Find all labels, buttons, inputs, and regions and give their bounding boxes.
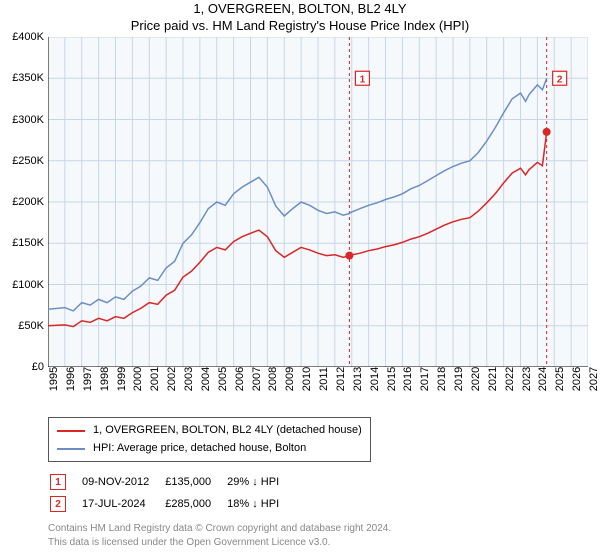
legend-label-property: 1, OVERGREEN, BOLTON, BL2 4LY (detached … [93, 422, 362, 440]
y-tick-label: £300K [12, 114, 44, 126]
y-tick-label: £400K [12, 31, 44, 43]
y-tick-label: £0 [32, 361, 44, 373]
transaction-marker: 2 [50, 496, 66, 512]
legend-row-property: 1, OVERGREEN, BOLTON, BL2 4LY (detached … [57, 422, 362, 440]
svg-text:2: 2 [557, 74, 563, 85]
attribution: Contains HM Land Registry data © Crown c… [48, 522, 600, 550]
transaction-date: 17-JUL-2024 [82, 494, 163, 514]
x-tick-label: 2011 [318, 367, 330, 391]
x-tick-label: 1998 [99, 367, 111, 391]
x-tick-label: 2000 [132, 367, 144, 391]
transaction-delta: 18% ↓ HPI [227, 494, 293, 514]
x-tick-label: 2026 [571, 367, 583, 391]
svg-text:1: 1 [360, 74, 366, 85]
x-tick-label: 2004 [200, 367, 212, 391]
plot-svg: 12 [48, 37, 588, 367]
x-tick-label: 2025 [554, 367, 566, 391]
x-axis-labels: 1995 1996 1997 1998 1999 2000 2001 2002 2003 2004… [48, 369, 588, 409]
x-tick-label: 2018 [436, 367, 448, 391]
x-tick-label: 2015 [386, 367, 398, 391]
x-tick-label: 1995 [48, 367, 60, 391]
x-tick-label: 1996 [65, 367, 77, 391]
chart-subtitle: Price paid vs. HM Land Registry's House … [0, 18, 600, 33]
y-axis-labels: £0£50K£100K£150K£200K£250K£300K£350K£400… [0, 37, 44, 367]
attribution-line2: This data is licensed under the Open Gov… [48, 536, 600, 550]
x-tick-label: 2013 [352, 367, 364, 391]
x-tick-label: 2021 [487, 367, 499, 391]
legend-label-hpi: HPI: Average price, detached house, Bolt… [93, 440, 306, 458]
x-tick-label: 2027 [588, 367, 600, 391]
x-tick-label: 2023 [521, 367, 533, 391]
y-tick-label: £100K [12, 279, 44, 291]
legend-swatch-hpi [57, 448, 85, 450]
legend: 1, OVERGREEN, BOLTON, BL2 4LY (detached … [48, 417, 371, 462]
chart-title: 1, OVERGREEN, BOLTON, BL2 4LY [0, 0, 600, 18]
y-tick-label: £250K [12, 155, 44, 167]
x-tick-label: 2002 [166, 367, 178, 391]
x-tick-label: 2005 [217, 367, 229, 391]
transaction-price: £135,000 [165, 472, 225, 492]
transaction-marker: 1 [50, 474, 66, 490]
transaction-delta: 29% ↓ HPI [227, 472, 293, 492]
x-tick-label: 2016 [402, 367, 414, 391]
x-tick-label: 2019 [453, 367, 465, 391]
x-tick-label: 1997 [82, 367, 94, 391]
x-tick-label: 2020 [470, 367, 482, 391]
x-tick-label: 2008 [267, 367, 279, 391]
y-tick-label: £200K [12, 196, 44, 208]
x-tick-label: 2003 [183, 367, 195, 391]
x-tick-label: 2010 [301, 367, 313, 391]
x-tick-label: 2001 [149, 367, 161, 391]
y-tick-label: £150K [12, 237, 44, 249]
y-tick-label: £350K [12, 72, 44, 84]
transactions-table: 1 09-NOV-2012£135,00029% ↓ HPI 2 17-JUL-202… [48, 470, 295, 516]
transaction-row: 1 09-NOV-2012£135,00029% ↓ HPI [50, 472, 293, 492]
transaction-price: £285,000 [165, 494, 225, 514]
legend-row-hpi: HPI: Average price, detached house, Bolt… [57, 440, 362, 458]
x-tick-label: 2017 [419, 367, 431, 391]
x-tick-label: 2022 [504, 367, 516, 391]
transaction-row: 2 17-JUL-2024£285,00018% ↓ HPI [50, 494, 293, 514]
x-tick-label: 2009 [284, 367, 296, 391]
x-tick-label: 2007 [251, 367, 263, 391]
attribution-line1: Contains HM Land Registry data © Crown c… [48, 522, 600, 536]
legend-swatch-property [57, 430, 85, 432]
x-tick-label: 2014 [369, 367, 381, 391]
x-tick-label: 1999 [116, 367, 128, 391]
x-tick-label: 2012 [335, 367, 347, 391]
chart-area: £0£50K£100K£150K£200K£250K£300K£350K£400… [0, 37, 600, 409]
transaction-date: 09-NOV-2012 [82, 472, 163, 492]
y-tick-label: £50K [18, 320, 44, 332]
x-tick-label: 2024 [537, 367, 549, 391]
x-tick-label: 2006 [234, 367, 246, 391]
